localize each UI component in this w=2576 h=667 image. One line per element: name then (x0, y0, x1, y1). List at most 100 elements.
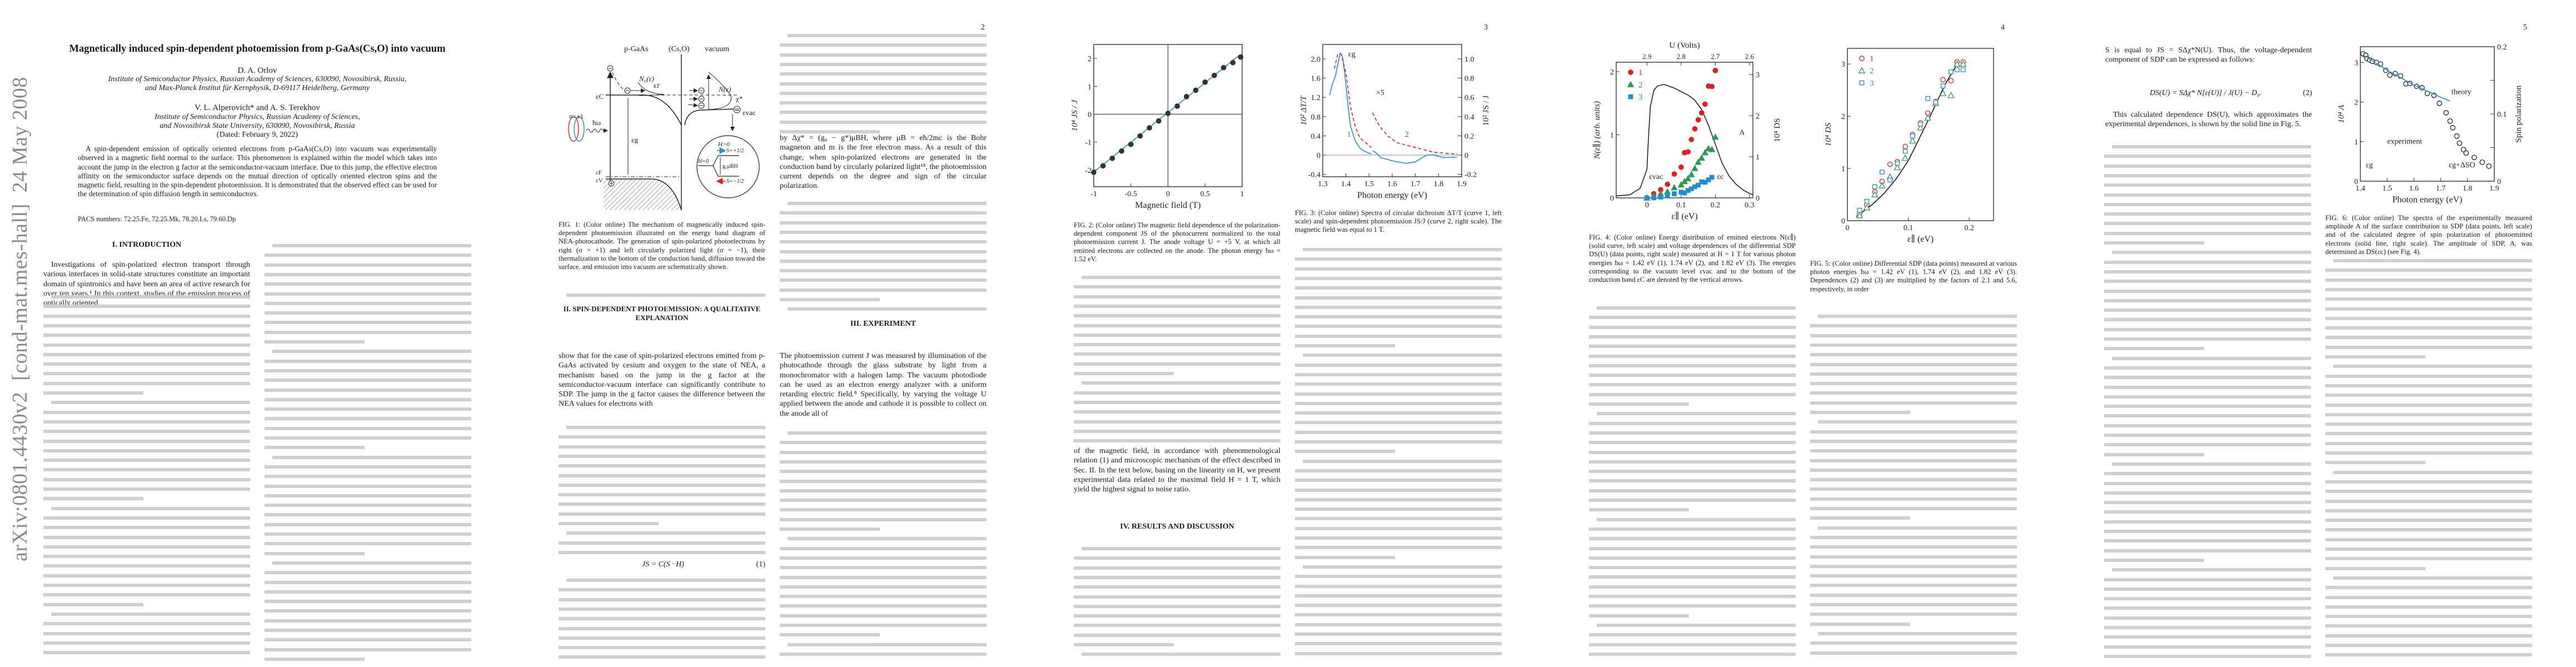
text-line (1810, 641, 2017, 645)
text-line (1295, 430, 1502, 434)
data-point (1709, 83, 1715, 89)
text-line (1295, 633, 1502, 636)
text-line (2325, 345, 2532, 349)
text-line (1082, 653, 1280, 656)
text-line (2104, 635, 2311, 639)
text-line (1295, 334, 1502, 338)
text-line (780, 575, 986, 579)
text-line (1295, 286, 1502, 290)
text-line (788, 202, 986, 205)
text-line (2325, 490, 2532, 494)
text-line (1589, 479, 1796, 483)
text-line (1295, 392, 1502, 396)
x-tick-label: 0.1 (1676, 201, 1686, 210)
text-line (1810, 468, 2017, 472)
label-spin-down: S=−1/2 (726, 178, 744, 185)
data-point (1894, 163, 1901, 171)
text-line (265, 446, 365, 450)
series-1 (1372, 150, 1457, 164)
text-line (1810, 449, 2017, 453)
text-line (1589, 508, 1689, 512)
text-line (1810, 584, 2017, 588)
data-point (1917, 124, 1924, 131)
x-axis-label: Photon energy (eV) (2393, 195, 2463, 205)
data-point (1230, 59, 1236, 66)
text-line (1074, 585, 1280, 589)
text-line (780, 585, 986, 589)
data-point (1940, 77, 1946, 83)
data-point (2463, 150, 2469, 156)
text-line (265, 397, 471, 401)
y2-axis-label: 10⁴ DS (1773, 118, 1782, 142)
y-axis-label: N(ε∥) (arb. units) (1592, 101, 1602, 160)
text-line (43, 497, 143, 501)
text-line (1589, 489, 1796, 492)
text-line (2104, 270, 2311, 273)
x-axis-label: ε∥ (eV) (1907, 234, 1934, 244)
y-tick-label: 3 (1841, 61, 1845, 69)
intro-paragraph: Investigations of spin-polarized electro… (43, 261, 250, 308)
text-line (2104, 606, 2311, 610)
text-line (43, 305, 250, 308)
text-line (780, 450, 986, 454)
text-line (559, 435, 765, 439)
text-line (2325, 326, 2532, 330)
text-line (2104, 414, 2311, 418)
x-tick-label: 1 (1240, 190, 1244, 198)
text-line (265, 580, 471, 584)
text-line (2333, 259, 2532, 262)
data-point (1663, 188, 1671, 195)
text-line (1810, 334, 2017, 337)
data-point (1940, 83, 1946, 88)
data-point (1091, 170, 1097, 175)
text-line (2325, 307, 2532, 311)
text-line (2104, 616, 2311, 620)
text-line (2325, 412, 2532, 416)
text-line (43, 352, 250, 356)
text-line (1074, 595, 1280, 599)
data-point (1895, 161, 1900, 166)
author-orlov: D. A. Orlov (237, 66, 277, 75)
text-line (2325, 451, 2532, 455)
data-point (1695, 117, 1701, 123)
label-zeeman-splitting: g₀μBH (723, 163, 738, 170)
text-line (43, 459, 250, 462)
text-line (1295, 401, 1502, 405)
series-experiment (2360, 51, 2492, 169)
text-line (265, 484, 471, 488)
text-line (1074, 295, 1280, 298)
data-point (1137, 133, 1143, 139)
text-line (2325, 653, 2532, 657)
series-3 (1857, 67, 1966, 213)
text-line (2325, 336, 2532, 340)
text-line (1589, 325, 1796, 329)
plot-area: 0 0.1 0.2 0.3 2.9 2.8 2.7 2.6 0 1 2 0 1 2 3 1 2 3 εvac εc A (1610, 52, 1760, 210)
y2-tick-label: -0.2 (1464, 171, 1477, 180)
text-line (2104, 510, 2311, 514)
text-line (1295, 440, 1502, 444)
figure-1-band-diagram: p-GaAs (Cs,O) vacuum N₀(ε) kT N(ε) χ* εv… (568, 45, 760, 211)
text-line (1589, 460, 1796, 464)
text-line (265, 542, 471, 546)
plot-frame (1616, 62, 1753, 198)
annotation-label: εg (1348, 51, 1356, 59)
data-point (1856, 212, 1864, 218)
y-tick-label: 2.0 (1311, 56, 1321, 64)
text-line (1295, 372, 1502, 376)
text-line (788, 431, 986, 435)
data-point (1678, 164, 1684, 170)
label-h-zero: H=0 (697, 158, 709, 165)
data-point (2437, 100, 2443, 106)
text-line (2104, 385, 2311, 389)
text-line (265, 311, 471, 315)
text-line (1810, 555, 2017, 559)
data-point (1902, 143, 1908, 150)
text-line (1074, 575, 1280, 579)
text-line (1589, 566, 1796, 570)
text-line (43, 334, 250, 337)
section-heading-introduction: I. INTRODUCTION (112, 241, 182, 249)
text-line (2104, 347, 2204, 351)
text-line (780, 72, 986, 76)
text-line (1589, 392, 1796, 396)
top-axis-label: U (Volts) (1669, 41, 1700, 50)
